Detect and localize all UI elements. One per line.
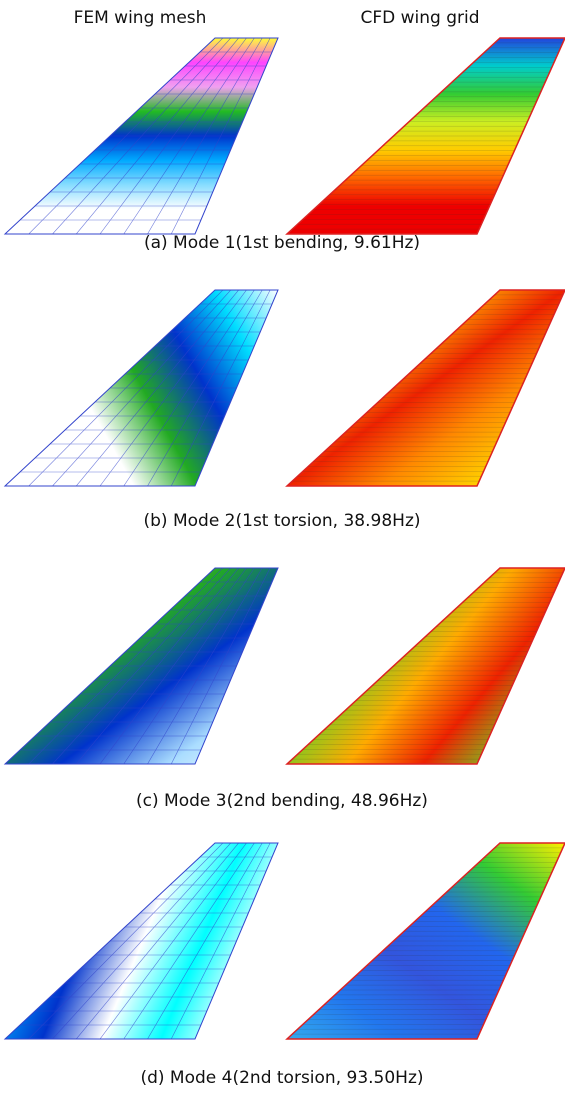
- column-header: FEM wing mesh: [74, 8, 207, 28]
- column-header: CFD wing grid: [360, 8, 479, 28]
- caption: (d) Mode 4(2nd torsion, 93.50Hz): [140, 1068, 423, 1088]
- caption: (b) Mode 2(1st torsion, 38.98Hz): [144, 511, 421, 531]
- figure: FEM wing mesh CFD wing grid (a) Mode 1(1…: [0, 0, 565, 1094]
- caption: (c) Mode 3(2nd bending, 48.96Hz): [136, 791, 428, 811]
- page: FEM wing mesh CFD wing grid (a) Mode 1(1…: [0, 0, 565, 1094]
- caption: (a) Mode 1(1st bending, 9.61Hz): [144, 233, 420, 253]
